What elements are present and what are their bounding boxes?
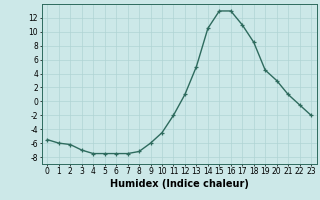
X-axis label: Humidex (Indice chaleur): Humidex (Indice chaleur)	[110, 179, 249, 189]
